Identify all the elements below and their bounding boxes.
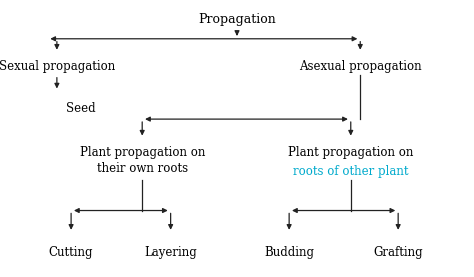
Text: roots of other plant: roots of other plant <box>293 165 409 178</box>
Text: Sexual propagation: Sexual propagation <box>0 60 115 73</box>
Text: Layering: Layering <box>144 246 197 258</box>
Text: Asexual propagation: Asexual propagation <box>299 60 421 73</box>
Text: Cutting: Cutting <box>49 246 93 258</box>
Text: Plant propagation on
their own roots: Plant propagation on their own roots <box>80 146 205 175</box>
Text: Grafting: Grafting <box>374 246 423 258</box>
Text: Propagation: Propagation <box>198 13 276 26</box>
Text: Seed: Seed <box>66 102 95 114</box>
Text: Budding: Budding <box>264 246 314 258</box>
Text: Plant propagation on: Plant propagation on <box>288 146 413 159</box>
